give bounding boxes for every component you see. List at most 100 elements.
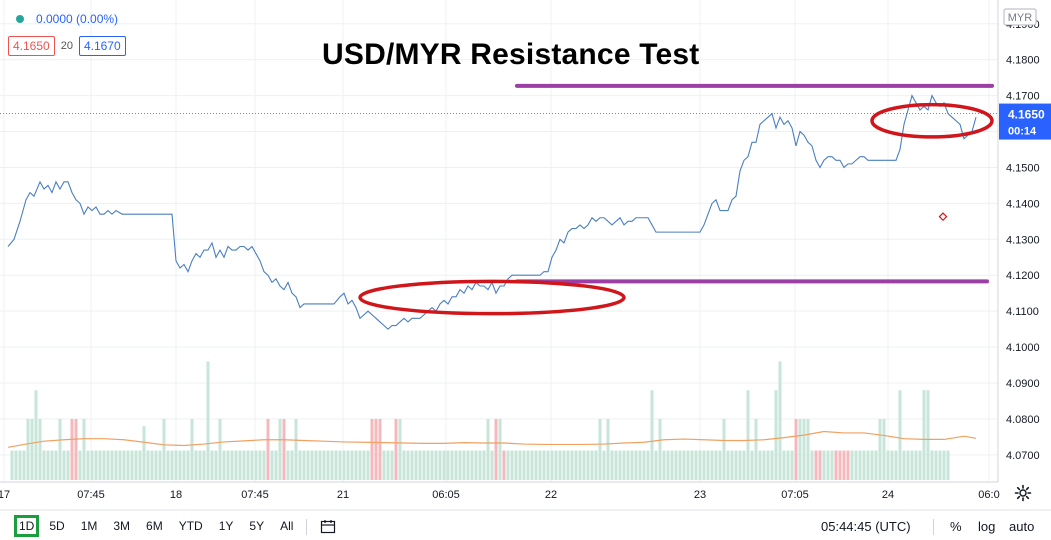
volume-bar bbox=[838, 450, 842, 480]
volume-bar bbox=[738, 450, 742, 480]
volume-bar bbox=[882, 418, 886, 480]
volume-bar bbox=[58, 418, 62, 480]
volume-bar bbox=[270, 450, 274, 480]
resistance-layer bbox=[515, 83, 994, 284]
volume-bar bbox=[374, 418, 378, 480]
volume-bar bbox=[438, 450, 442, 480]
volume-bar bbox=[906, 450, 910, 480]
volume-bar bbox=[154, 450, 158, 480]
volume-bar bbox=[778, 361, 782, 480]
volume-bar bbox=[322, 450, 326, 480]
volume-bar bbox=[902, 450, 906, 480]
volume-bar bbox=[630, 450, 634, 480]
timeframe-5d[interactable]: 5D bbox=[49, 519, 65, 533]
x-tick-label: 07:45 bbox=[77, 489, 105, 501]
volume-bar bbox=[638, 450, 642, 480]
volume-bar bbox=[550, 450, 554, 480]
volume-bar bbox=[262, 450, 266, 480]
volume-bar bbox=[878, 418, 882, 480]
volume-bar bbox=[258, 450, 262, 480]
percent-toggle[interactable]: % bbox=[950, 519, 962, 534]
auto-toggle[interactable]: auto bbox=[1009, 519, 1035, 534]
volume-bar bbox=[450, 450, 454, 480]
volume-bar bbox=[890, 450, 894, 480]
volume-bar bbox=[734, 450, 738, 480]
y-tick-label: 4.1700 bbox=[1006, 91, 1040, 103]
volume-bar bbox=[726, 450, 730, 480]
volume-bar bbox=[858, 450, 862, 480]
timeframe-3m[interactable]: 3M bbox=[113, 519, 131, 533]
volume-bar bbox=[398, 418, 402, 480]
x-tick-label: 17 bbox=[0, 489, 10, 501]
ask-price-button[interactable]: 4.1670 bbox=[78, 36, 126, 56]
timeframe-5y[interactable]: 5Y bbox=[249, 519, 265, 533]
volume-bar bbox=[610, 450, 614, 480]
volume-bar bbox=[458, 450, 462, 480]
volume-bar bbox=[446, 450, 450, 480]
bid-price-button[interactable]: 4.1650 bbox=[8, 36, 55, 56]
volume-bar bbox=[366, 450, 370, 480]
volume-bar bbox=[130, 450, 134, 480]
volume-bar bbox=[670, 450, 674, 480]
volume-bar bbox=[206, 361, 210, 480]
volume-bar bbox=[730, 450, 734, 480]
volume-bar bbox=[390, 450, 394, 480]
volume-bar bbox=[246, 450, 250, 480]
timeframe-1y[interactable]: 1Y bbox=[218, 519, 234, 533]
volume-bar bbox=[614, 450, 618, 480]
timeframe-1m[interactable]: 1M bbox=[80, 519, 98, 533]
bottom-toolbar: 1D 5D 1M 3M 6M YTD 1Y 5Y All 05:44:45 (UTC) % lo… bbox=[0, 512, 1051, 540]
volume-bar bbox=[274, 450, 278, 480]
timeframe-6m[interactable]: 6M bbox=[146, 519, 163, 533]
x-tick-label: 18 bbox=[170, 489, 182, 501]
volume-bar bbox=[62, 450, 66, 480]
volume-bar bbox=[18, 450, 22, 480]
volume-bar bbox=[310, 450, 314, 480]
last-price-label: 4.1650 bbox=[1008, 108, 1045, 122]
log-toggle[interactable]: log bbox=[978, 519, 996, 534]
volume-bar bbox=[782, 450, 786, 480]
volume-bar bbox=[114, 450, 118, 480]
volume-bar bbox=[522, 450, 526, 480]
volume-bar bbox=[410, 450, 414, 480]
volume-bar bbox=[358, 450, 362, 480]
x-tick-label: 24 bbox=[882, 489, 894, 501]
volume-bar bbox=[82, 418, 86, 480]
volume-bar bbox=[626, 450, 630, 480]
volume-bar bbox=[382, 450, 386, 480]
volume-bar bbox=[694, 450, 698, 480]
volume-bar bbox=[330, 450, 334, 480]
volume-bar bbox=[770, 450, 774, 480]
timeframe-ytd[interactable]: YTD bbox=[178, 519, 203, 533]
volume-bar bbox=[242, 450, 246, 480]
currency-label-box bbox=[1003, 8, 1037, 26]
volume-bar bbox=[118, 450, 122, 480]
volume-ma-layer bbox=[7, 430, 977, 448]
volume-bar bbox=[938, 450, 942, 480]
volume-bar bbox=[282, 418, 286, 480]
volume-bar bbox=[898, 390, 902, 480]
timeframe-1d[interactable]: 1D bbox=[14, 515, 40, 537]
gear-icon[interactable] bbox=[1014, 484, 1032, 502]
grid-layer bbox=[0, 0, 998, 482]
clock-readout[interactable]: 05:44:45 (UTC) bbox=[821, 519, 911, 534]
volume-bar bbox=[922, 390, 926, 480]
volume-bar bbox=[834, 450, 838, 480]
currency-label[interactable]: MYR bbox=[1008, 12, 1033, 24]
volume-bar bbox=[534, 450, 538, 480]
volume-bar bbox=[14, 450, 18, 480]
volume-bar bbox=[590, 450, 594, 480]
volume-ma-line bbox=[7, 430, 977, 448]
volume-bar bbox=[586, 450, 590, 480]
volume-bar bbox=[202, 450, 206, 480]
volume-bar bbox=[454, 450, 458, 480]
volume-bar bbox=[94, 450, 98, 480]
volume-bar bbox=[934, 450, 938, 480]
volume-bar bbox=[126, 450, 130, 480]
volume-bar bbox=[418, 450, 422, 480]
x-tick-label: 07:45 bbox=[241, 489, 269, 501]
timeframe-all[interactable]: All bbox=[280, 519, 294, 533]
date-range-icon[interactable] bbox=[320, 519, 336, 535]
